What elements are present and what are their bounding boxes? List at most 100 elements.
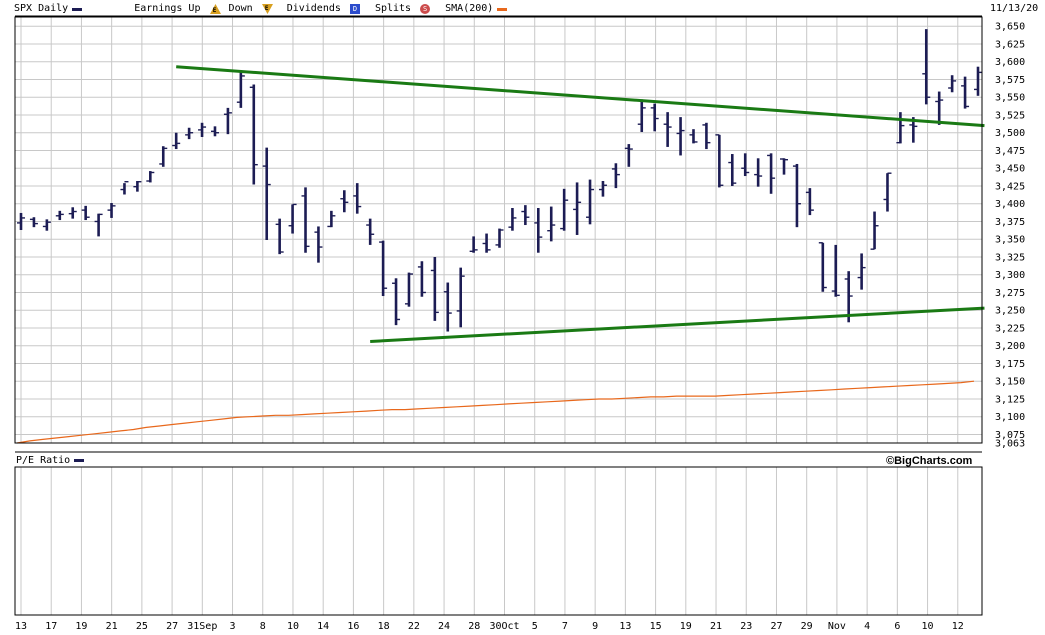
y-tick-label: 3,500 — [995, 128, 1025, 139]
ohlc-bar — [469, 236, 478, 253]
y-tick-label: 3,625 — [995, 39, 1025, 50]
x-tick-label: 14 — [317, 621, 329, 632]
ohlc-bar — [702, 122, 711, 150]
x-tick-label: 10 — [287, 621, 299, 632]
chart-date: 11/13/20 — [990, 3, 1039, 14]
ohlc-bar — [573, 182, 582, 235]
ohlc-bar — [456, 267, 465, 328]
ohlc-bar — [611, 163, 620, 189]
ohlc-bar — [392, 278, 401, 326]
sma-swatch — [497, 7, 508, 11]
ohlc-bar — [508, 207, 517, 231]
y-tick-label: 3,400 — [995, 199, 1025, 210]
ohlc-bar — [883, 172, 892, 212]
ohlc-bar — [301, 187, 310, 253]
ohlc-bar — [741, 153, 750, 177]
price-bars — [17, 29, 982, 332]
ohlc-bar — [366, 218, 375, 245]
x-tick-label: 13 — [15, 621, 27, 632]
y-tick-label: 3,575 — [995, 75, 1025, 86]
x-tick-label: 29 — [801, 621, 813, 632]
ohlc-bar — [120, 181, 129, 195]
ohlc-bar — [198, 122, 207, 137]
ohlc-bar — [896, 112, 905, 144]
y-tick-label: 3,175 — [995, 359, 1025, 370]
ohlc-bar — [831, 244, 840, 297]
ohlc-bar — [17, 212, 25, 230]
ohlc-bar — [650, 103, 659, 132]
y-tick-label: 3,300 — [995, 270, 1025, 281]
ohlc-bar — [210, 126, 219, 137]
ohlc-bar — [948, 75, 957, 93]
x-tick-label: 28 — [468, 621, 480, 632]
ohlc-bar — [94, 213, 103, 237]
bigcharts-credit[interactable]: ©BigCharts.com — [886, 455, 973, 467]
x-tick-label: 12 — [952, 621, 964, 632]
trendline — [176, 65, 985, 128]
x-tick-label: 8 — [260, 621, 266, 632]
ohlc-bar — [81, 205, 90, 221]
ohlc-bar — [68, 207, 77, 219]
ohlc-bar — [663, 112, 672, 147]
ohlc-bar — [417, 261, 426, 297]
x-tick-label: 18 — [378, 621, 390, 632]
earnings-down-label: Down — [228, 3, 253, 14]
ohlc-bar — [961, 76, 970, 109]
ohlc-bar — [172, 132, 181, 150]
x-tick-label: Nov — [828, 621, 846, 632]
y-tick-label: 3,250 — [995, 306, 1025, 317]
x-tick-label: 27 — [770, 621, 782, 632]
ohlc-bar — [818, 242, 827, 292]
ohlc-bar — [560, 188, 569, 231]
ohlc-bar — [327, 210, 336, 228]
ohlc-bar — [547, 206, 556, 242]
y-tick-label: 3,100 — [995, 412, 1025, 423]
sma-line — [16, 380, 975, 444]
x-tick-label: 13 — [619, 621, 631, 632]
y-tick-label: 3,075 — [995, 430, 1025, 441]
ohlc-bar — [689, 129, 698, 144]
x-tick-label: 16 — [347, 621, 359, 632]
dividends-label: Dividends — [286, 3, 341, 14]
ohlc-bar — [805, 188, 814, 216]
ohlc-bar — [844, 271, 853, 323]
ohlc-bar — [637, 99, 646, 133]
ohlc-bar — [792, 163, 801, 228]
x-tick-label: 31Sep — [187, 621, 217, 632]
y-tick-label: 3,650 — [995, 22, 1025, 33]
ohlc-bar — [288, 203, 297, 234]
ohlc-bar — [870, 211, 879, 250]
y-tick-label: 3,200 — [995, 341, 1025, 352]
ohlc-bar — [935, 91, 944, 125]
x-tick-label: 3 — [230, 621, 236, 632]
x-tick-label: 9 — [592, 621, 598, 632]
x-tick-label: 25 — [136, 621, 148, 632]
x-tick-label: 22 — [408, 621, 420, 632]
ohlc-bar — [482, 233, 491, 253]
ohlc-bar — [404, 272, 413, 307]
x-tick-label: 24 — [438, 621, 450, 632]
y-tick-label: 3,375 — [995, 217, 1025, 228]
y-tick-label: 3,525 — [995, 110, 1025, 121]
y-tick-label: 3,425 — [995, 181, 1025, 192]
price-swatch — [72, 7, 83, 11]
price-panel-frame — [14, 16, 983, 444]
chart-legend: SPX Daily Earnings Up E Down E Dividends… — [14, 2, 508, 16]
y-tick-label: 3,600 — [995, 57, 1025, 68]
ohlc-bar — [340, 190, 349, 213]
ohlc-bar — [586, 179, 595, 225]
y-tick-label: 3,275 — [995, 288, 1025, 299]
x-tick-label: 19 — [680, 621, 692, 632]
ohlc-bar — [379, 240, 388, 297]
ohlc-bar — [146, 171, 155, 183]
chart-frame — [14, 15, 983, 616]
earnings-up-label: Earnings Up — [134, 3, 201, 14]
x-tick-label: 21 — [710, 621, 722, 632]
ohlc-bar — [715, 134, 724, 188]
y-tick-label: 3,125 — [995, 394, 1025, 405]
y-tick-label: 3,225 — [995, 323, 1025, 334]
ohlc-bar — [624, 144, 633, 167]
y-tick-label: 3,550 — [995, 93, 1025, 104]
